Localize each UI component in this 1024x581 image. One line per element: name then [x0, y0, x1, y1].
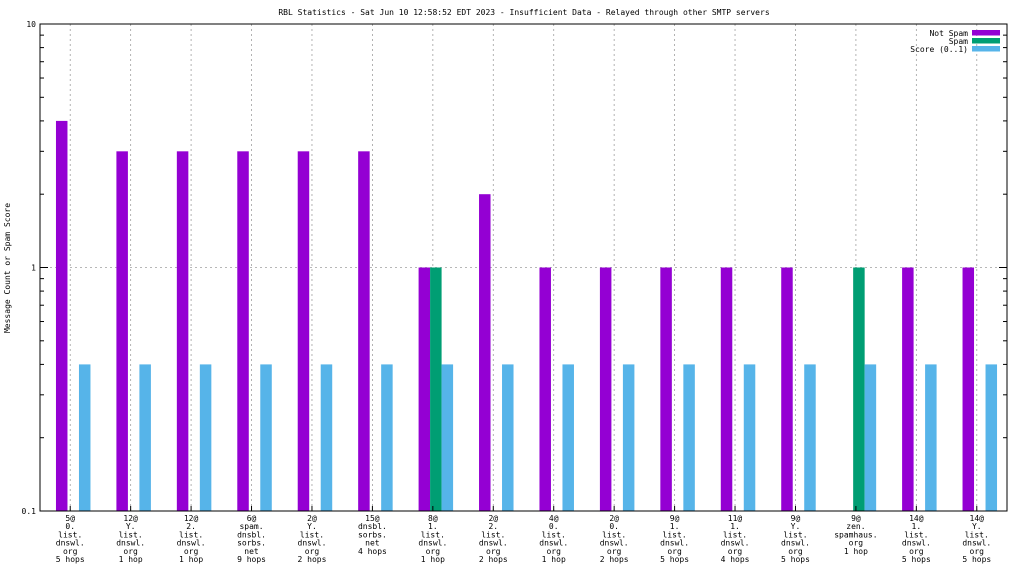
bar-not-spam	[962, 267, 975, 511]
bar-score-0-1	[260, 364, 272, 511]
bar-score-0-1	[985, 364, 998, 511]
bar-not-spam	[176, 151, 189, 511]
x-tick-label: 14@ 1. list. dnswl. org 5 hops	[902, 514, 931, 564]
bar-spam	[430, 267, 442, 511]
y-tick-label: 1	[31, 264, 36, 273]
chart-title: RBL Statistics - Sat Jun 10 12:58:52 EDT…	[278, 8, 769, 17]
x-tick-labels: 5@ 0. list. dnswl. org 5 hops 12@ Y. list. dnswl.…	[56, 514, 992, 564]
x-tick-label: 8@ 1. list. dnswl. org 1 hop	[418, 514, 447, 564]
x-tick-label: 14@ Y. list. dnswl. org 5 hops	[962, 514, 991, 564]
x-tick-label: 12@ 2. list. dnswl. org 1 hop	[177, 514, 206, 564]
x-tick-label: 11@ 1. list. dnswl. org 4 hops	[721, 514, 750, 564]
x-tick-label: 6@ spam. dnsbl. sorbs. net 9 hops	[237, 514, 266, 564]
bar-not-spam	[902, 267, 914, 511]
bar-not-spam	[720, 267, 733, 511]
bar-score-0-1	[139, 364, 151, 511]
bar-not-spam	[237, 151, 249, 511]
legend-label: Spam	[949, 37, 968, 46]
x-tick-label: 5@ 0. list. dnswl. org 5 hops	[56, 514, 85, 564]
bar-score-0-1	[925, 364, 937, 511]
bars	[55, 120, 998, 512]
x-tick-label: 9@ Y. list. dnswl. org 5 hops	[781, 514, 810, 564]
x-tick-label: 2@ 2. list. dnswl. org 2 hops	[479, 514, 508, 564]
legend-swatch	[972, 38, 1000, 44]
bar-score-0-1	[622, 364, 635, 511]
y-tick-label: 10	[26, 20, 36, 29]
bar-not-spam	[55, 120, 68, 512]
legend-swatch	[972, 46, 1000, 52]
bar-not-spam	[599, 267, 612, 511]
y-axis-label: Message Count or Spam Score	[3, 203, 12, 333]
x-tick-label: 2@ Y. list. dnswl. org 2 hops	[298, 514, 327, 564]
x-tick-label: 15@ dnsbl. sorbs. net 4 hops	[358, 514, 387, 556]
bar-score-0-1	[78, 364, 91, 511]
bar-score-0-1	[683, 364, 695, 511]
bar-score-0-1	[441, 364, 454, 511]
bar-score-0-1	[743, 364, 756, 511]
legend-swatch	[972, 30, 1000, 36]
bar-score-0-1	[864, 364, 877, 511]
legend-label: Score (0..1)	[910, 45, 968, 54]
bar-not-spam	[781, 267, 793, 511]
bar-not-spam	[539, 267, 551, 511]
x-tick-label: 9@ 1. list. dnswl. org 5 hops	[660, 514, 689, 564]
bar-not-spam	[297, 151, 310, 511]
bar-score-0-1	[199, 364, 212, 511]
bar-not-spam	[358, 151, 370, 511]
bar-score-0-1	[562, 364, 574, 511]
y-ticks: 0.1 1 10	[22, 20, 1007, 516]
bar-score-0-1	[502, 364, 514, 511]
x-tick-label: 4@ 0. list. dnswl. org 1 hop	[539, 514, 568, 564]
bar-not-spam	[418, 267, 431, 511]
bar-not-spam	[479, 194, 491, 511]
bar-score-0-1	[320, 364, 333, 511]
x-tick-label: 2@ 0. list. dnswl. org 2 hops	[600, 514, 629, 564]
bar-not-spam	[660, 267, 672, 511]
x-tick-label: 12@ Y. list. dnswl. org 1 hop	[116, 514, 145, 564]
x-tick-label: 9@ zen. spamhaus. org 1 hop	[834, 514, 877, 556]
bar-score-0-1	[381, 364, 393, 511]
legend-label: Not Spam	[929, 29, 968, 38]
bar-spam	[853, 267, 865, 511]
bar-not-spam	[116, 151, 128, 511]
y-tick-label: 0.1	[22, 507, 37, 516]
bar-score-0-1	[804, 364, 816, 511]
